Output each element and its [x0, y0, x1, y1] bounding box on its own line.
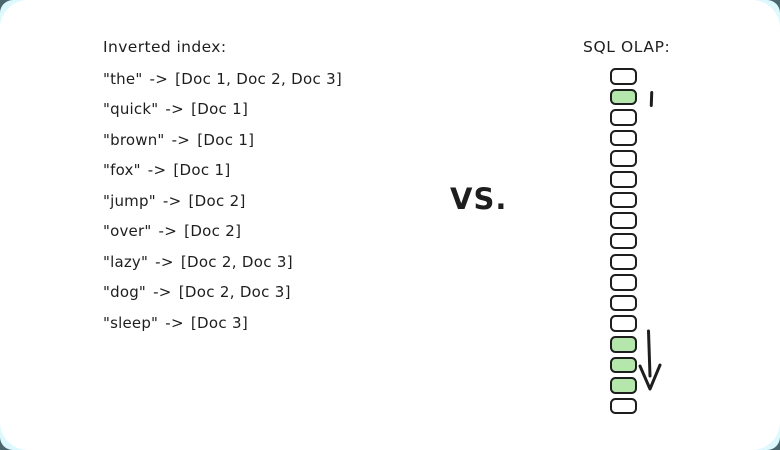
row-box	[610, 171, 637, 188]
maps-to-arrow: ->	[160, 100, 190, 119]
doc-list: [Doc 3]	[190, 313, 248, 332]
term-text: "jump"	[103, 191, 156, 210]
doc-list: [Doc 2]	[184, 222, 242, 241]
maps-to-arrow: ->	[142, 161, 172, 180]
index-entry: "the" -> [Doc 1, Doc 2, Doc 3]	[103, 64, 342, 94]
inverted-index-entries: "the" -> [Doc 1, Doc 2, Doc 3] "quick" ->…	[103, 64, 342, 338]
doc-list: [Doc 2, Doc 3]	[180, 252, 293, 271]
row-box	[610, 232, 637, 250]
row-box	[610, 191, 637, 209]
index-entry: "brown" -> [Doc 1]	[103, 125, 342, 155]
doc-list: [Doc 1]	[197, 130, 255, 149]
maps-to-arrow: ->	[148, 283, 177, 302]
index-entry: "fox" -> [Doc 1]	[103, 155, 342, 185]
row-box	[610, 212, 637, 229]
maps-to-arrow: ->	[160, 313, 189, 332]
row-box	[610, 109, 637, 126]
doc-list: [Doc 2]	[188, 191, 246, 210]
row-box	[610, 68, 637, 85]
term-text: "the"	[103, 70, 143, 88]
olap-row-column	[610, 68, 637, 416]
index-entry: "lazy" -> [Doc 2, Doc 3]	[103, 247, 342, 277]
row-box-highlighted	[610, 88, 637, 106]
index-entry: "dog" -> [Doc 2, Doc 3]	[103, 277, 342, 307]
index-entry: "sleep" -> [Doc 3]	[103, 308, 342, 338]
row-box	[610, 397, 637, 415]
term-text: "brown"	[103, 130, 165, 149]
doc-list: [Doc 1]	[191, 100, 249, 119]
term-text: "over"	[103, 222, 152, 241]
maps-to-arrow: ->	[166, 130, 196, 149]
maps-to-arrow: ->	[150, 252, 179, 271]
term-text: "fox"	[103, 161, 141, 180]
row-box	[610, 150, 637, 167]
versus-label: VS.	[450, 182, 508, 216]
row-box	[610, 315, 637, 332]
row-box	[610, 294, 637, 312]
doc-list: [Doc 2, Doc 3]	[178, 283, 291, 302]
row-box-highlighted	[610, 356, 637, 374]
sql-olap-title: SQL OLAP:	[583, 38, 671, 56]
row-box	[610, 253, 637, 271]
row-box	[610, 129, 637, 147]
inverted-index-title: Inverted index:	[103, 38, 227, 56]
doc-list: [Doc 1]	[173, 161, 231, 180]
row-box-highlighted	[610, 377, 637, 394]
maps-to-arrow: ->	[157, 191, 187, 210]
single-row-tick-icon	[649, 90, 654, 108]
index-entry: "quick" -> [Doc 1]	[103, 94, 342, 124]
row-box-highlighted	[610, 336, 637, 353]
row-box	[610, 274, 637, 291]
term-text: "quick"	[103, 100, 159, 119]
doc-list: [Doc 1, Doc 2, Doc 3]	[175, 70, 343, 88]
maps-to-arrow: ->	[144, 70, 174, 88]
index-entry: "jump" -> [Doc 2]	[103, 186, 342, 216]
index-entry: "over" -> [Doc 2]	[103, 216, 342, 246]
scan-down-arrow-icon	[638, 329, 662, 391]
term-text: "dog"	[103, 283, 147, 302]
term-text: "lazy"	[103, 252, 149, 271]
term-text: "sleep"	[103, 313, 159, 332]
maps-to-arrow: ->	[153, 222, 183, 241]
